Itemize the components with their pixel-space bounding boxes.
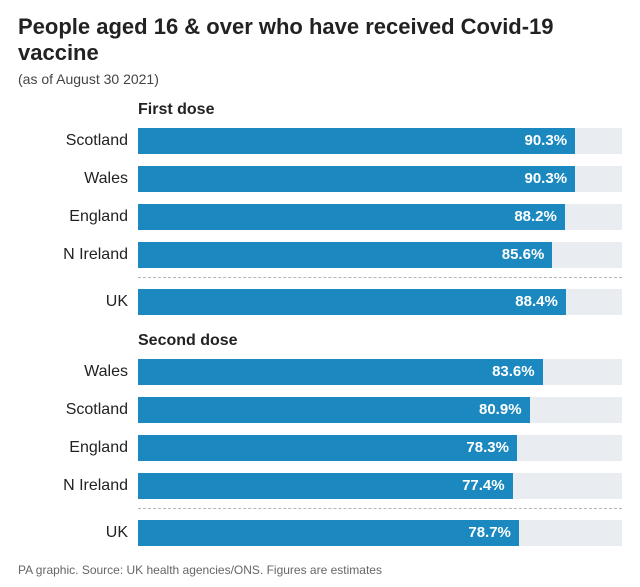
bar-fill: 78.3% [138,435,517,461]
bar-track: 83.6% [138,359,622,385]
bar-value: 85.6% [502,242,545,268]
bar-track: 88.2% [138,204,622,230]
bar-label: Scotland [18,132,138,150]
bar-fill: 77.4% [138,473,513,499]
bar-value: 78.3% [466,435,509,461]
bar-track: 77.4% [138,473,622,499]
section-divider [138,508,622,509]
bar-value: 78.7% [468,520,511,546]
bar-row: N Ireland 85.6% [18,239,622,271]
section-heading-second-dose: Second dose [138,332,622,350]
bar-fill: 80.9% [138,397,530,423]
bar-row: Scotland 90.3% [18,125,622,157]
chart-subtitle: (as of August 30 2021) [18,71,622,87]
bar-fill: 85.6% [138,242,552,268]
bar-value: 80.9% [479,397,522,423]
bar-row: Wales 90.3% [18,163,622,195]
bar-track: 90.3% [138,166,622,192]
bar-value: 83.6% [492,359,535,385]
bar-label: N Ireland [18,246,138,264]
bar-value: 88.2% [514,204,557,230]
chart-title: People aged 16 & over who have received … [18,14,622,67]
bar-track: 78.7% [138,520,622,546]
bar-label: UK [18,524,138,542]
bar-label: Wales [18,363,138,381]
chart-footer: PA graphic. Source: UK health agencies/O… [18,563,622,577]
bar-value: 90.3% [525,128,568,154]
bar-row-summary: UK 88.4% [18,286,622,318]
bar-row: Wales 83.6% [18,356,622,388]
bar-track: 88.4% [138,289,622,315]
bar-label: UK [18,293,138,311]
bar-value: 88.4% [515,289,558,315]
bar-fill: 88.2% [138,204,565,230]
bar-label: England [18,208,138,226]
bar-label: Wales [18,170,138,188]
bar-label: N Ireland [18,477,138,495]
bar-track: 85.6% [138,242,622,268]
bar-label: England [18,439,138,457]
bar-row: England 78.3% [18,432,622,464]
bar-track: 90.3% [138,128,622,154]
bar-fill: 90.3% [138,128,575,154]
bar-fill: 83.6% [138,359,543,385]
bar-fill: 78.7% [138,520,519,546]
section-divider [138,277,622,278]
bar-track: 78.3% [138,435,622,461]
bar-value: 90.3% [525,166,568,192]
bar-row: England 88.2% [18,201,622,233]
bar-row: Scotland 80.9% [18,394,622,426]
chart-container: People aged 16 & over who have received … [0,0,640,587]
bar-fill: 88.4% [138,289,566,315]
section-heading-first-dose: First dose [138,101,622,119]
bar-fill: 90.3% [138,166,575,192]
bar-row: N Ireland 77.4% [18,470,622,502]
bar-label: Scotland [18,401,138,419]
bar-row-summary: UK 78.7% [18,517,622,549]
bar-value: 77.4% [462,473,505,499]
bar-track: 80.9% [138,397,622,423]
